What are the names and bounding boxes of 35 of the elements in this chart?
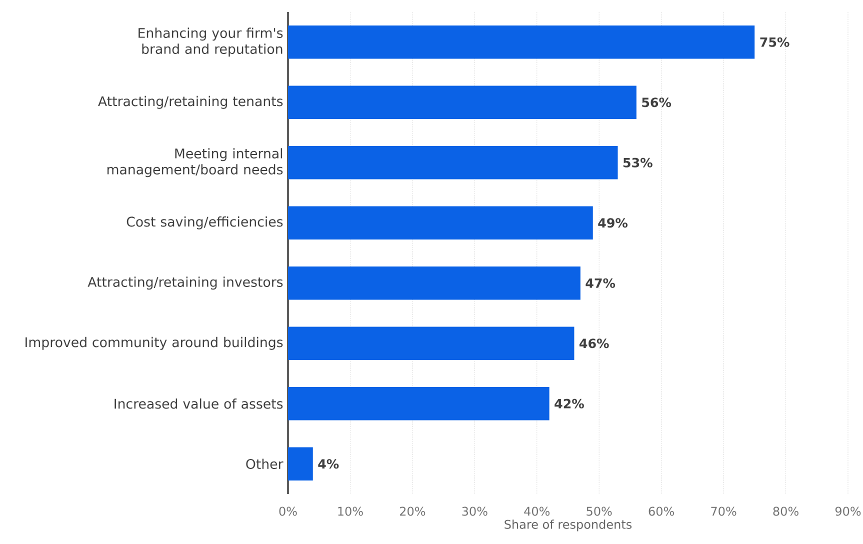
data-label: 4% bbox=[318, 459, 339, 469]
x-tick-label: 80% bbox=[773, 506, 798, 516]
x-tick-label: 30% bbox=[462, 506, 488, 516]
bar bbox=[288, 326, 574, 360]
bar bbox=[288, 25, 755, 59]
y-tick-label: Cost saving/efficiencies bbox=[126, 216, 283, 230]
y-tick-label: Meeting internal management/board needs bbox=[107, 148, 283, 178]
data-label: 49% bbox=[598, 218, 628, 228]
y-tick-label: Improved community around buildings bbox=[26, 336, 283, 350]
x-tick-label: 90% bbox=[835, 506, 861, 516]
bar bbox=[288, 447, 313, 481]
y-tick-label: Increased value of assets bbox=[114, 398, 283, 409]
bar bbox=[288, 266, 580, 300]
bar bbox=[288, 386, 550, 420]
data-label: 42% bbox=[554, 398, 584, 408]
data-label: 47% bbox=[586, 278, 616, 288]
y-tick-label: Enhancing your firm's brand and reputation bbox=[138, 28, 283, 57]
x-tick-label: 50% bbox=[586, 506, 612, 516]
x-tick-label: 60% bbox=[648, 506, 674, 516]
data-label: 46% bbox=[579, 338, 609, 348]
x-tick-label: 40% bbox=[524, 506, 550, 516]
x-tick-label: 70% bbox=[711, 506, 736, 516]
x-tick-label: 10% bbox=[338, 506, 363, 516]
y-tick-label: Attracting/retaining investors bbox=[88, 276, 283, 290]
x-tick-label: 0% bbox=[279, 506, 297, 516]
data-label: 53% bbox=[623, 158, 652, 168]
y-tick-label: Other bbox=[246, 458, 284, 470]
x-tick-label: 20% bbox=[400, 506, 426, 516]
data-label: 56% bbox=[642, 98, 672, 108]
bar bbox=[288, 86, 636, 120]
y-tick-label: Attracting/retaining tenants bbox=[98, 96, 283, 109]
bar bbox=[288, 146, 618, 180]
bar bbox=[288, 206, 593, 240]
x-axis-title: Share of respondents bbox=[504, 520, 632, 532]
data-label: 75% bbox=[760, 37, 790, 47]
